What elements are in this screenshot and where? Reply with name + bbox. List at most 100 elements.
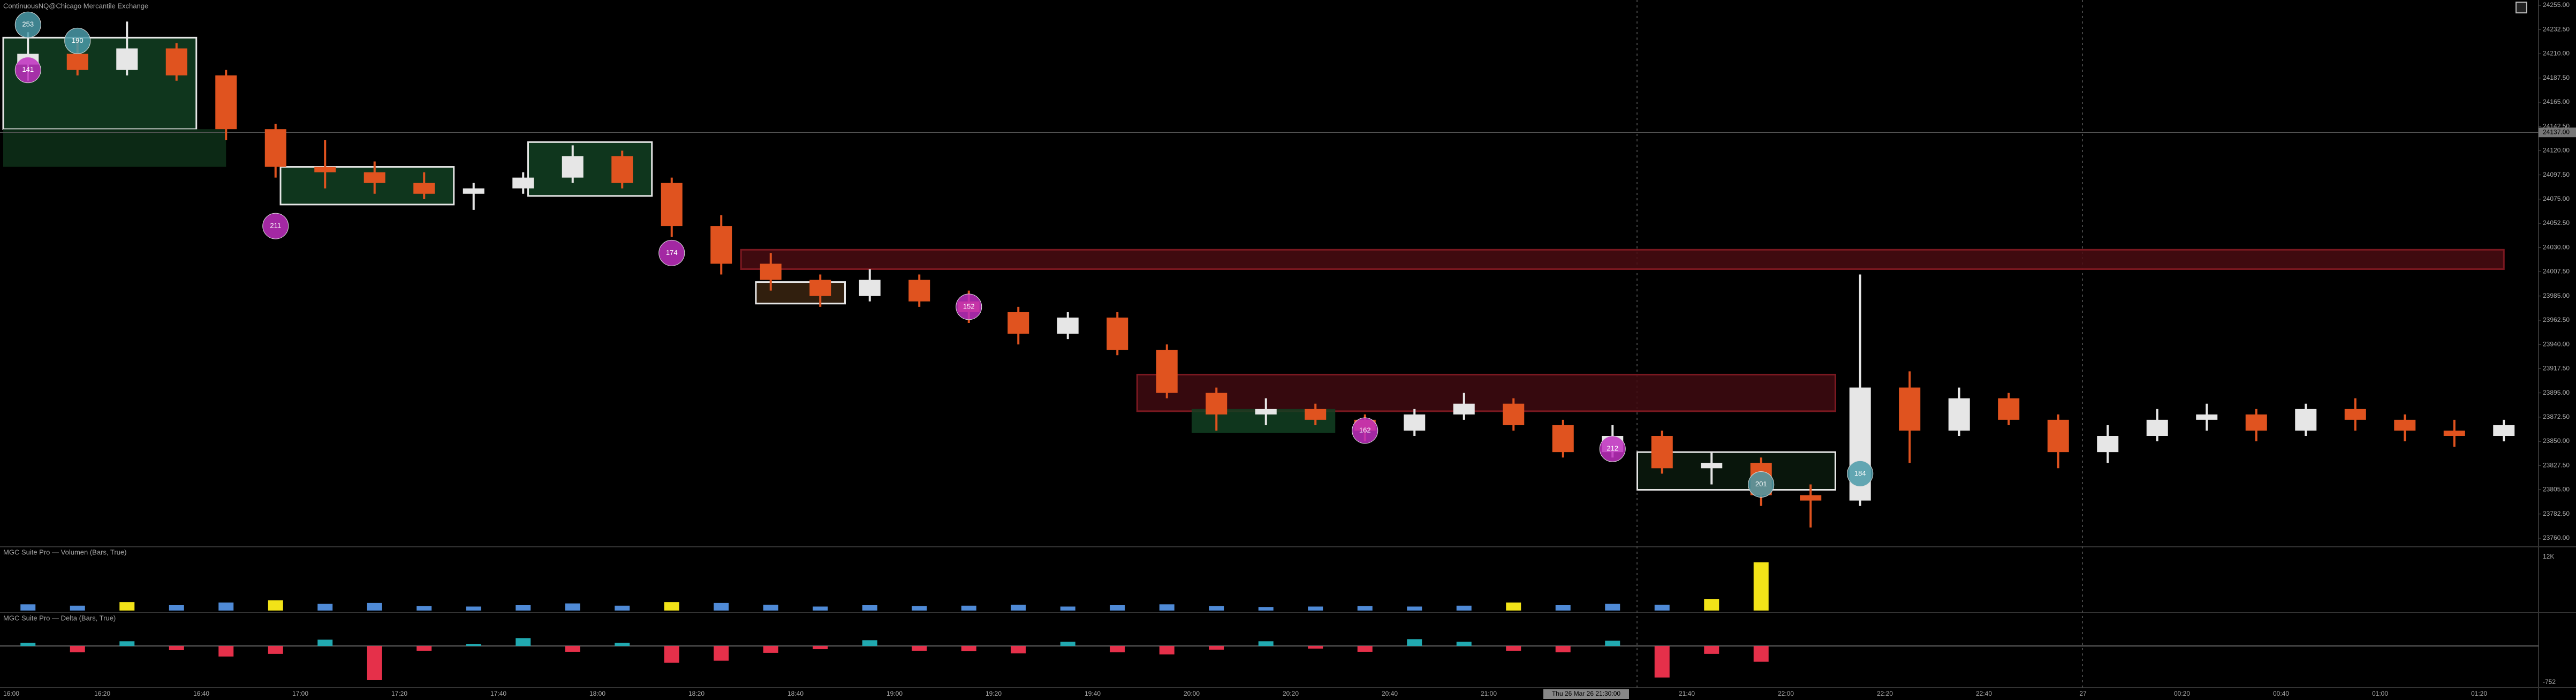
x-tick-label: 21:40 — [1679, 690, 1695, 697]
candle-body — [2097, 436, 2119, 453]
y-tick-label: 24165.00 — [2543, 98, 2570, 106]
candle-body — [116, 48, 138, 70]
candle-body — [512, 177, 534, 189]
candle-body — [1404, 414, 1426, 431]
volume-bar — [615, 605, 630, 611]
x-tick-label: 21:00 — [1481, 690, 1497, 697]
candle-body — [2245, 414, 2267, 431]
y-tick-label: -752 — [2543, 678, 2556, 686]
bubble-label: 184 — [1854, 469, 1866, 477]
volume-bar — [1654, 605, 1670, 611]
candle-body — [413, 183, 435, 194]
volume-bar — [268, 600, 283, 611]
zone — [527, 141, 653, 197]
delta-bar — [1753, 646, 1769, 662]
volume-bar — [664, 602, 679, 611]
volume-bar — [714, 603, 729, 611]
candle-body — [2047, 419, 2069, 453]
delta-bar — [1605, 641, 1620, 646]
x-tick-label: 20:20 — [1283, 690, 1299, 697]
candle-body — [1701, 463, 1723, 469]
y-tick-label: 24052.50 — [2543, 219, 2570, 227]
y-tick-label: 23782.50 — [2543, 510, 2570, 517]
candle-body — [2196, 414, 2218, 420]
x-tick-label: 18:40 — [787, 690, 804, 697]
y-tick-label: 24007.50 — [2543, 268, 2570, 275]
candle-body — [1552, 425, 1574, 453]
bubble — [1748, 471, 1775, 498]
candle-body — [463, 188, 484, 194]
candle-body — [1057, 317, 1079, 334]
x-tick-label: 01:20 — [2471, 690, 2487, 697]
y-tick-label: 23805.00 — [2543, 486, 2570, 493]
delta-bar — [20, 643, 36, 646]
delta-bar — [1209, 646, 1224, 650]
x-tick-label: 00:20 — [2174, 690, 2190, 697]
bubble-label: 174 — [666, 249, 678, 257]
bubble-label: 162 — [1359, 426, 1371, 434]
candle-body — [1998, 398, 2020, 420]
delta-bar — [367, 646, 382, 680]
settings-button[interactable] — [2516, 2, 2527, 13]
candle-body — [2295, 409, 2317, 431]
x-tick-label: 16:20 — [94, 690, 110, 697]
candle-body — [1800, 495, 1822, 501]
delta-bar — [218, 646, 234, 657]
bubble-label: 141 — [22, 65, 34, 73]
delta-bar — [1159, 646, 1175, 654]
candle-body — [1255, 409, 1277, 415]
delta-bar — [1456, 642, 1472, 646]
bubble — [14, 57, 41, 84]
zone — [755, 281, 846, 305]
y-tick-label: 24210.00 — [2543, 50, 2570, 57]
volume-bar — [516, 605, 531, 611]
x-tick-label: 18:00 — [589, 690, 605, 697]
volume-bar — [1011, 605, 1026, 611]
delta-bar — [1407, 639, 1422, 646]
candle-body — [215, 75, 237, 130]
y-tick-label: 24075.00 — [2543, 195, 2570, 202]
volume-bar — [1060, 606, 1075, 611]
candle-body — [1651, 436, 1673, 469]
delta-bar — [169, 646, 184, 651]
cursor-label-box — [1543, 689, 1629, 699]
x-tick-label: 00:40 — [2273, 690, 2289, 697]
candle-body — [2146, 419, 2168, 436]
bubble — [1599, 435, 1626, 462]
x-tick-label: 20:00 — [1184, 690, 1200, 697]
x-tick-label: 16:00 — [3, 690, 19, 697]
x-tick-label: 19:20 — [986, 690, 1002, 697]
delta-bar — [1357, 646, 1373, 652]
y-tick-label: 24030.00 — [2543, 243, 2570, 251]
volume-bar — [1308, 606, 1323, 611]
delta-bar — [912, 646, 927, 651]
volume-bar — [1605, 604, 1620, 611]
candle-body — [2443, 430, 2465, 436]
bubble-label: 152 — [963, 302, 975, 310]
volume-bar — [813, 606, 828, 611]
x-tick-label: 27 — [2079, 690, 2087, 697]
delta-bar — [1258, 641, 1274, 646]
volume-bar — [367, 603, 382, 611]
bubble-label: 212 — [1607, 445, 1618, 453]
candle-body — [562, 156, 584, 178]
volume-bar — [1555, 605, 1571, 611]
delta-bar — [119, 641, 135, 646]
bubble-label: 253 — [22, 20, 34, 28]
x-tick-label: 19:00 — [887, 690, 903, 697]
delta-bar — [1060, 642, 1075, 646]
y-tick-label: 23917.50 — [2543, 365, 2570, 372]
delta-bar — [416, 646, 432, 651]
volume-bar — [1753, 562, 1769, 611]
volume-bar — [763, 605, 778, 611]
bubble — [658, 239, 685, 266]
candle-body — [1899, 387, 1921, 431]
volume-bar — [1456, 605, 1472, 611]
candle-body — [809, 280, 831, 296]
candle-body — [1948, 398, 1970, 431]
volume-bar — [862, 605, 877, 611]
candle-body — [1503, 403, 1525, 425]
candle-body — [1107, 317, 1128, 350]
